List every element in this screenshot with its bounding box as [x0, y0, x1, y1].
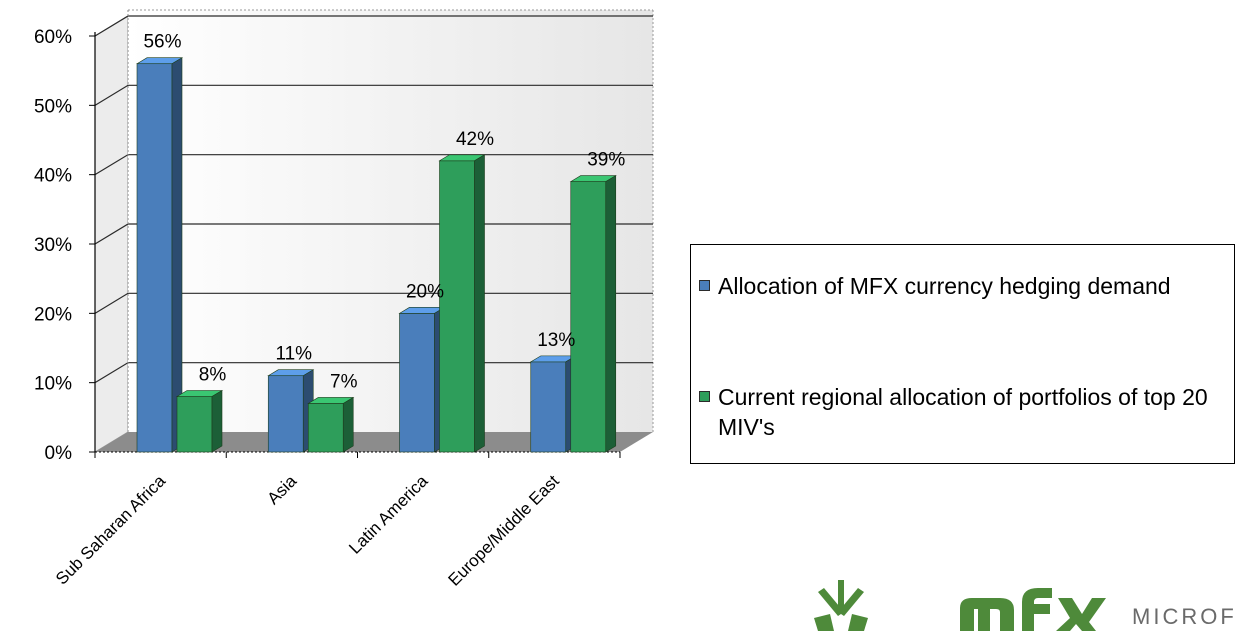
bar-side	[211, 390, 223, 453]
bars	[135, 57, 617, 453]
data-label: 7%	[330, 371, 358, 392]
data-label: 8%	[199, 365, 227, 386]
mfx-logo: MICROF	[800, 578, 1237, 631]
bar-side	[474, 154, 485, 453]
bar-side	[605, 175, 617, 453]
data-label: 39%	[587, 150, 625, 171]
legend-label-regional-allocation: Current regional allocation of portfolio…	[718, 384, 1208, 440]
x-tick-label: Europe/Middle East	[444, 471, 563, 590]
bar-regional-allocation	[307, 403, 344, 453]
bar-hedging-demand	[530, 361, 567, 453]
y-tick-label: 40%	[34, 166, 72, 187]
bar-regional-allocation	[570, 181, 607, 453]
legend-swatch-green	[699, 391, 710, 402]
legend-item-hedging-demand: Allocation of MFX currency hedging deman…	[699, 271, 1237, 301]
y-tick-label: 50%	[34, 96, 72, 117]
y-tick-label: 0%	[45, 443, 73, 464]
floor	[95, 432, 653, 452]
legend-label-hedging-demand: Allocation of MFX currency hedging deman…	[718, 273, 1171, 299]
logo-mfx-wordmark	[960, 588, 1106, 631]
x-tick-label: Sub Saharan Africa	[52, 471, 169, 588]
y-tick-label: 10%	[34, 374, 72, 395]
legend-swatch-blue	[699, 280, 710, 291]
y-tick-label: 30%	[34, 235, 72, 256]
data-label: 42%	[456, 129, 494, 150]
x-tick-label: Asia	[264, 471, 301, 508]
bar-regional-allocation	[439, 160, 475, 453]
logo-text: MICROF	[1132, 604, 1237, 629]
legend-item-regional-allocation: Current regional allocation of portfolio…	[699, 382, 1237, 442]
bar-hedging-demand	[136, 63, 173, 453]
bar-hedging-demand	[267, 375, 304, 453]
y-tick-label: 60%	[34, 27, 72, 48]
data-labels: 56% 8% 11% 7% 20% 42% 13% 39%	[143, 32, 625, 393]
bar-side	[342, 396, 354, 453]
bar-regional-allocation	[176, 396, 213, 453]
y-tick-label: 20%	[34, 304, 72, 325]
logo-leaf-icon	[814, 580, 868, 631]
gridline	[94, 84, 653, 106]
data-label: 20%	[406, 281, 444, 302]
bar-hedging-demand	[399, 313, 435, 453]
x-tick-label: Latin America	[345, 471, 432, 558]
data-label: 56%	[143, 32, 181, 53]
data-label: 13%	[537, 330, 575, 351]
data-label: 11%	[275, 344, 312, 365]
legend: Allocation of MFX currency hedging deman…	[690, 244, 1235, 464]
bar-side	[171, 57, 183, 453]
